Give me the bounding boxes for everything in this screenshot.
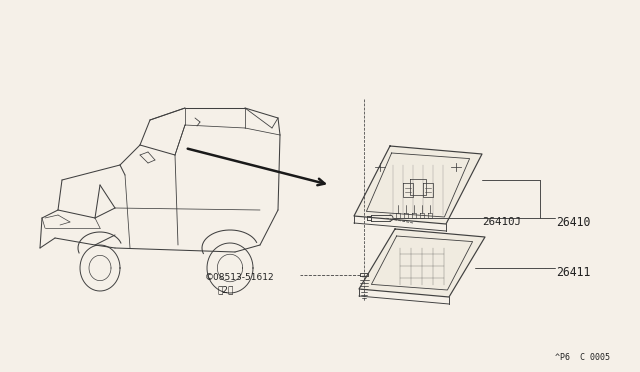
Text: 26410: 26410 — [556, 215, 590, 228]
Text: ^P6  C 0005: ^P6 C 0005 — [555, 353, 610, 362]
Text: 26410J: 26410J — [482, 217, 521, 227]
Polygon shape — [359, 229, 485, 297]
Text: 。2）: 。2） — [217, 285, 234, 295]
Text: 26411: 26411 — [556, 266, 590, 279]
Polygon shape — [354, 146, 482, 224]
Text: ©08513-51612: ©08513-51612 — [205, 273, 275, 282]
